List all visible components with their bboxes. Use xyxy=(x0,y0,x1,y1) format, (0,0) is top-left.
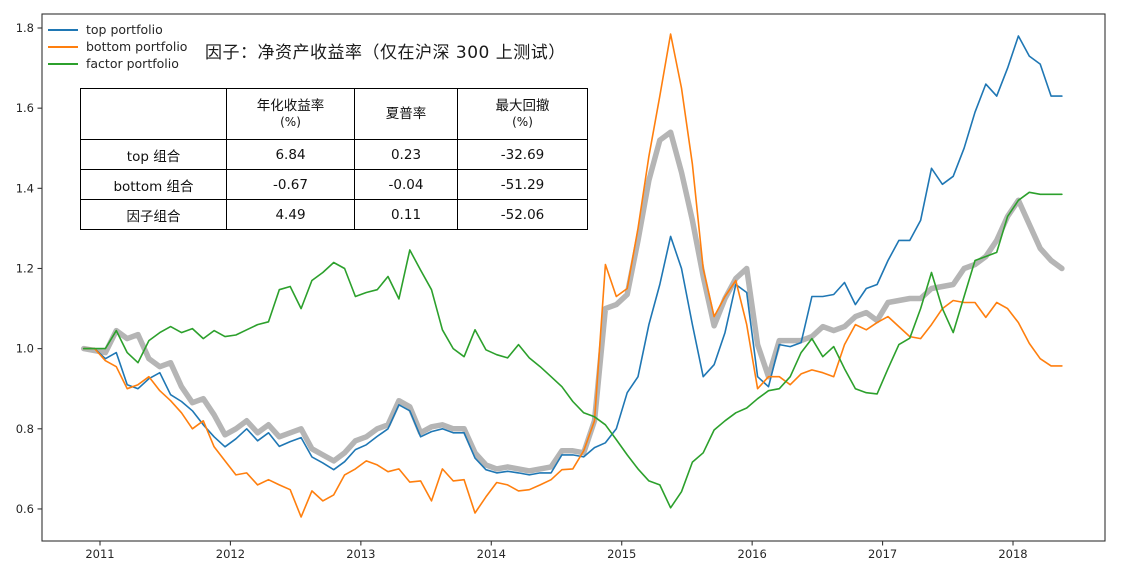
row-label: top 组合 xyxy=(80,139,227,170)
table-row: bottom 组合 -0.67 -0.04 -51.29 xyxy=(80,169,588,200)
table-cell: 6.84 xyxy=(226,139,355,170)
x-tick-label: 2012 xyxy=(216,547,245,561)
x-tick-label: 2013 xyxy=(346,547,375,561)
y-tick-label: 0.8 xyxy=(16,422,34,436)
table-cell: -0.04 xyxy=(354,169,458,200)
series-line-factor-portfolio xyxy=(82,191,1063,509)
series-line-benchmark-unlabeled-gray- xyxy=(80,129,1065,474)
column-subtitle: (%) xyxy=(512,114,533,129)
legend-line-swatch xyxy=(48,28,78,31)
performance-table: 年化收益率 (%) 夏普率 最大回撤 (%) top 组合 6.84 0.23 -32.69 bo… xyxy=(80,88,588,230)
y-tick-label: 1.2 xyxy=(16,261,34,275)
table-cell: -52.06 xyxy=(457,199,588,230)
table-cell: -32.69 xyxy=(457,139,588,170)
y-tick-label: 1.4 xyxy=(16,181,34,195)
table-cell: 0.23 xyxy=(354,139,458,170)
table-column-header: 夏普率 xyxy=(354,88,458,140)
legend-line-swatch xyxy=(48,62,78,65)
table-cell: -0.67 xyxy=(226,169,355,200)
y-tick-label: 0.6 xyxy=(16,502,34,516)
legend-line-swatch xyxy=(48,45,78,48)
legend-item: factor portfolio xyxy=(48,55,187,72)
column-title: 最大回撤 xyxy=(495,98,550,115)
chart-title: 因子：净资产收益率（仅在沪深 300 上测试） xyxy=(205,43,566,63)
legend-label: top portfolio xyxy=(86,22,163,37)
table-header-row: 年化收益率 (%) 夏普率 最大回撤 (%) xyxy=(80,88,588,140)
y-tick-label: 1.8 xyxy=(16,21,34,35)
legend-item: bottom portfolio xyxy=(48,38,187,55)
table-cell: -51.29 xyxy=(457,169,588,200)
row-label: bottom 组合 xyxy=(80,169,227,200)
column-subtitle: (%) xyxy=(280,114,301,129)
column-title: 年化收益率 xyxy=(256,98,325,115)
table-column-header: 年化收益率 (%) xyxy=(226,88,355,140)
x-tick-label: 2017 xyxy=(868,547,897,561)
legend-label: factor portfolio xyxy=(86,56,179,71)
y-tick-label: 1.6 xyxy=(16,101,34,115)
x-tick-label: 2016 xyxy=(738,547,767,561)
x-tick-label: 2014 xyxy=(477,547,506,561)
x-tick-label: 2011 xyxy=(85,547,114,561)
y-tick-label: 1.0 xyxy=(16,342,34,356)
axes-frame xyxy=(41,13,1106,542)
table-row: 因子组合 4.49 0.11 -52.06 xyxy=(80,199,588,230)
legend-label: bottom portfolio xyxy=(86,39,188,54)
table-corner-cell xyxy=(80,88,227,140)
table-row: top 组合 6.84 0.23 -32.69 xyxy=(80,139,588,170)
legend: top portfolio bottom portfolio factor port… xyxy=(48,21,187,72)
series-line-top-portfolio xyxy=(82,35,1063,476)
series-line-bottom-portfolio xyxy=(82,33,1063,518)
legend-item: top portfolio xyxy=(48,21,187,38)
table-cell: 0.11 xyxy=(354,199,458,230)
x-tick-label: 2018 xyxy=(998,547,1027,561)
table-column-header: 最大回撤 (%) xyxy=(457,88,588,140)
x-tick-label: 2015 xyxy=(607,547,636,561)
row-label: 因子组合 xyxy=(80,199,227,230)
column-title: 夏普率 xyxy=(385,105,427,122)
table-cell: 4.49 xyxy=(226,199,355,230)
